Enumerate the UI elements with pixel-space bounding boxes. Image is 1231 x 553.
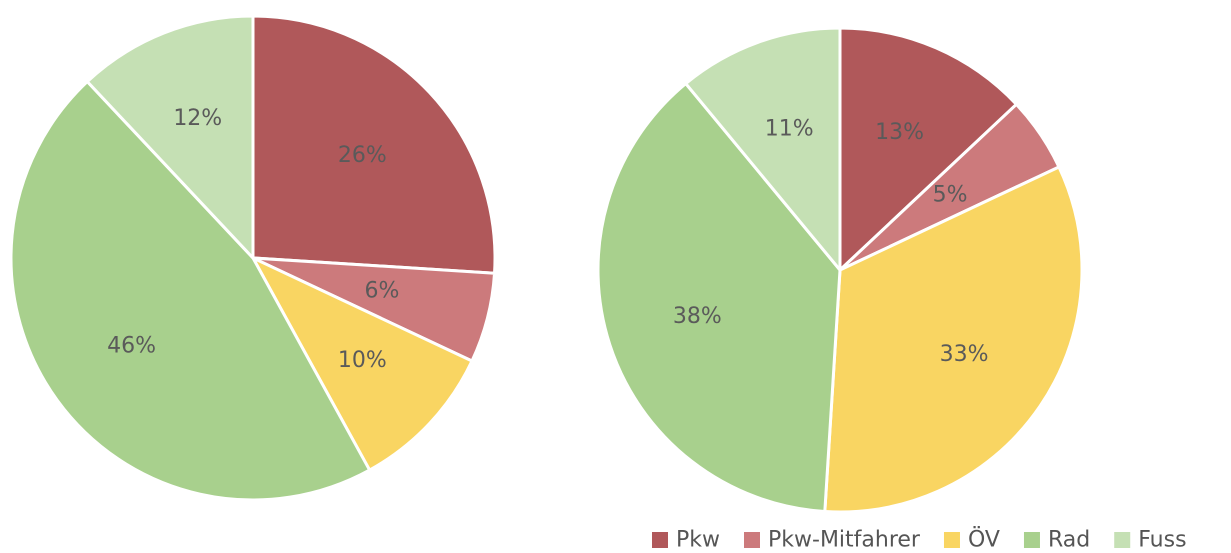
- pie-0-slice-oev: [251, 256, 474, 472]
- pie-0-slice-fuss: [85, 14, 255, 260]
- legend-swatch-fuss: [1114, 532, 1131, 548]
- legend-swatch-pkw-mitfahrer: [744, 532, 760, 548]
- pie-0-label-rad: 46%: [107, 334, 156, 359]
- legend-label-rad: Rad: [1048, 528, 1090, 553]
- legend-label-oev: ÖV: [968, 527, 1000, 553]
- pie-chart-right: 13% 5% 33% 38% 11%: [596, 26, 1084, 514]
- legend-swatch-pkw: [652, 532, 668, 548]
- pie-1-slice-oev: [823, 165, 1084, 514]
- pie-0-slice-pkw: [251, 14, 497, 275]
- pie-1-label-pkw: 13%: [875, 120, 924, 145]
- pie-0-label-pkw: 26%: [338, 143, 387, 168]
- pie-1-label-oev: 33%: [940, 342, 989, 367]
- legend-swatch-oev: [943, 532, 960, 548]
- pie-0-slice-rad: [9, 80, 372, 502]
- pie-1-label-fuss: 11%: [765, 116, 814, 141]
- pie-0-label-oev: 10%: [338, 348, 387, 373]
- pie-1-slice-fuss: [684, 26, 842, 272]
- legend-swatch-rad: [1023, 532, 1040, 548]
- legend-label-fuss: Fuss: [1138, 528, 1186, 553]
- pie-1-slice-pkw: [838, 26, 1018, 272]
- legend-label-pkw-mitfahrer: Pkw-Mitfahrer: [768, 528, 921, 553]
- legend-label-pkw: Pkw: [676, 528, 720, 553]
- pie-chart-left: 26% 6% 10% 46% 12%: [9, 14, 497, 502]
- pie-1-label-pkw-mitfahrer: 5%: [933, 183, 968, 208]
- pie-0-label-pkw-mitfahrer: 6%: [364, 279, 399, 304]
- pie-1-label-rad: 38%: [673, 304, 722, 329]
- pie-0-label-fuss: 12%: [173, 106, 222, 131]
- pie-1-slice-rad: [596, 82, 842, 514]
- legend: Pkw Pkw-Mitfahrer ÖV Rad Fuss: [652, 527, 1187, 553]
